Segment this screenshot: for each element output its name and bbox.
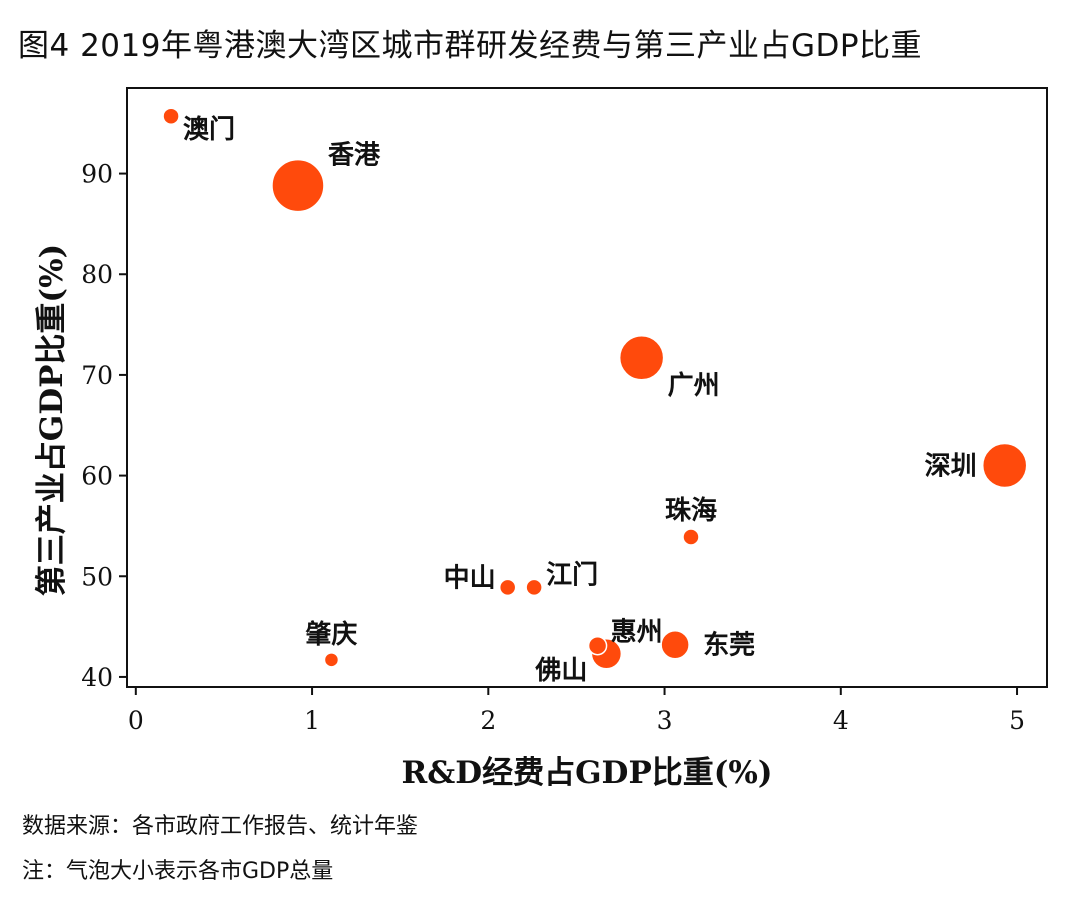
x-tick-label: 2 <box>480 706 496 735</box>
bubble-2 <box>618 335 665 381</box>
y-tick-label: 50 <box>81 562 113 591</box>
bubble-10 <box>323 652 340 668</box>
y-tick-label: 90 <box>81 160 113 189</box>
bubble-label-0: 澳门 <box>183 115 235 145</box>
bubble-size-note: 注：气泡大小表示各市GDP总量 <box>22 859 334 884</box>
y-tick-label: 60 <box>81 462 113 491</box>
x-axis-label: R&D经费占GDP比重(%) <box>401 755 772 791</box>
bubble-5 <box>498 578 517 597</box>
bubble-label-3: 深圳 <box>925 452 977 482</box>
y-tick-label: 40 <box>81 663 113 692</box>
x-tick-label: 3 <box>657 706 673 735</box>
bubble-label-4: 珠海 <box>665 496 717 526</box>
y-tick-label: 70 <box>81 361 113 390</box>
bubble-9 <box>660 629 690 660</box>
figure-title: 图4 2019年粤港澳大湾区城市群研发经费与第三产业占GDP比重 <box>18 28 923 64</box>
x-tick-label: 1 <box>304 706 320 735</box>
bubble-label-7: 惠州 <box>611 618 663 648</box>
bubble-0 <box>162 107 180 125</box>
bubble-label-8: 佛山 <box>534 656 587 686</box>
bubble-label-10: 肇庆 <box>305 619 357 650</box>
bubble-6 <box>525 578 543 597</box>
source-note: 数据来源：各市政府工作报告、统计年鉴 <box>22 814 419 839</box>
bubble-7 <box>587 635 608 656</box>
bubble-label-2: 广州 <box>668 371 720 401</box>
axis-ticks: 0 1 2 3 4 5 40 50 60 70 80 90 <box>81 160 1025 735</box>
bubble-1 <box>271 158 325 213</box>
bubble-4 <box>682 528 700 546</box>
y-axis-label: 第三产业占GDP比重(%) <box>34 244 70 596</box>
y-tick-label: 80 <box>81 260 113 289</box>
bubble-3 <box>981 442 1028 489</box>
bubble-label-5: 中山 <box>444 563 496 593</box>
x-tick-label: 0 <box>128 706 144 735</box>
bubble-label-9: 东莞 <box>703 630 755 661</box>
bubble-label-1: 香港 <box>328 141 381 171</box>
bubble-layer <box>162 107 1028 670</box>
plot-frame <box>126 87 1048 688</box>
x-tick-label: 5 <box>1009 706 1025 735</box>
bubble-label-6: 江门 <box>546 560 598 590</box>
x-tick-label: 4 <box>833 706 849 735</box>
